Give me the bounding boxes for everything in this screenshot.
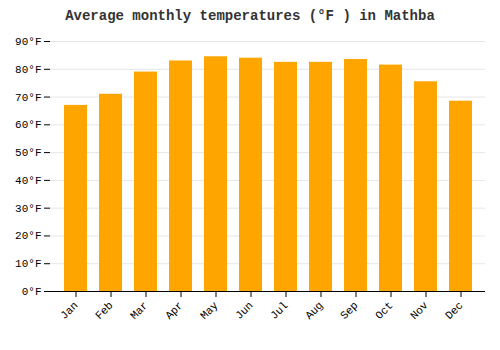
svg-text:90°F: 90°F [15,36,41,48]
svg-text:Jan: Jan [58,299,80,321]
svg-text:May: May [198,299,221,322]
svg-text:70°F: 70°F [15,92,41,104]
svg-text:Jun: Jun [233,299,255,321]
html-text:Average monthly temperatures (: Average monthly temperatures (°F ) in Ma… [65,8,435,24]
svg-text:20°F: 20°F [15,230,41,242]
svg-text:40°F: 40°F [15,175,41,187]
svg-text:Aug: Aug [303,299,325,321]
svg-text:Mar: Mar [128,299,150,321]
svg-text:30°F: 30°F [15,203,41,215]
svg-text:Jul: Jul [268,299,290,321]
svg-text:Nov: Nov [408,299,431,322]
svg-text:50°F: 50°F [15,147,41,159]
svg-text:Sep: Sep [338,299,360,321]
svg-text:0°F: 0°F [22,286,42,298]
svg-text:Apr: Apr [163,299,185,321]
svg-text:80°F: 80°F [15,64,41,76]
svg-text:Oct: Oct [373,299,395,321]
svg-text:60°F: 60°F [15,119,41,131]
svg-text:10°F: 10°F [15,258,41,270]
svg-text:Dec: Dec [443,299,465,321]
svg-text:Feb: Feb [93,299,115,321]
